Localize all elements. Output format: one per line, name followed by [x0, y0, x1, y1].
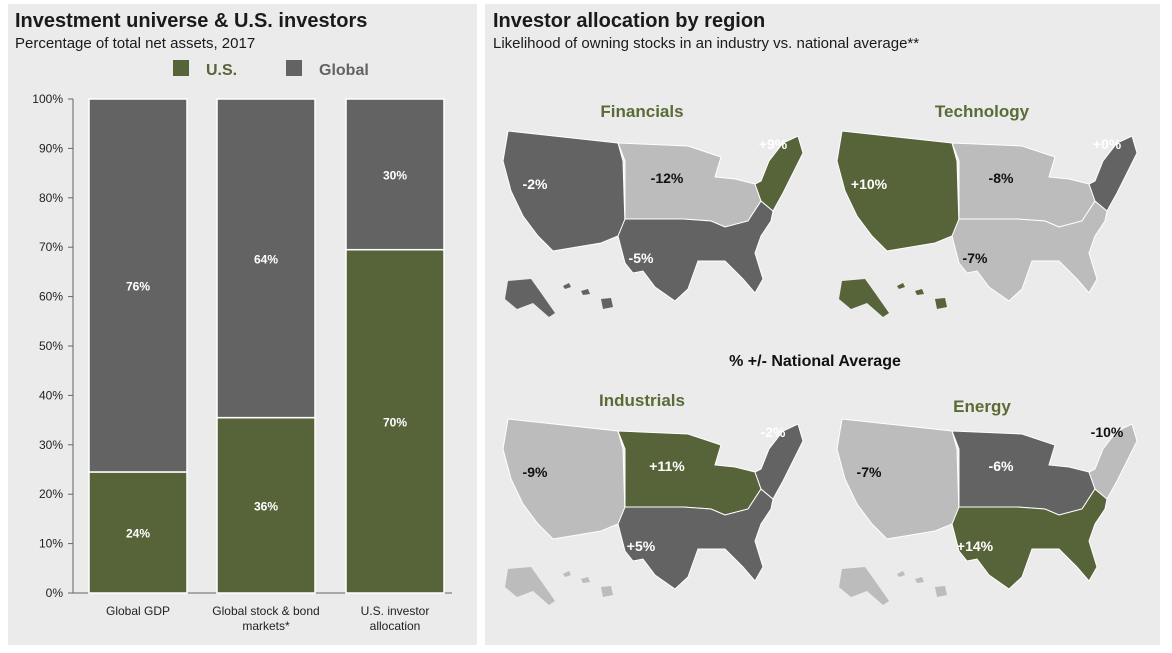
bar-data-label: 70%: [383, 415, 407, 429]
region-west: [836, 130, 960, 252]
region-midwest: [951, 142, 1096, 228]
region-northeast: [754, 423, 804, 500]
x-category-label: markets*: [242, 619, 290, 633]
x-category-label: U.S. investor: [361, 604, 430, 618]
region-alaska: [839, 279, 889, 317]
x-category-label: allocation: [370, 619, 421, 633]
region-maps: Financials -2% -12% -5% +9% Technology +10% -8%…: [502, 102, 1138, 605]
y-tick-label: 90%: [39, 141, 63, 155]
y-tick-label: 40%: [39, 388, 63, 402]
region-west: [502, 130, 626, 252]
y-tick-label: 50%: [39, 339, 63, 353]
region-west: [836, 418, 960, 540]
map-title-financials: Financials: [600, 102, 683, 121]
us-map-financials: -2% -12% -5% +9%: [502, 130, 804, 317]
region-hawaii: [897, 571, 905, 577]
region-value-label: -5%: [629, 250, 654, 266]
bar-data-label: 24%: [126, 526, 150, 540]
region-alaska: [839, 567, 889, 605]
region-midwest: [617, 430, 762, 516]
x-category-label: Global stock & bond: [212, 604, 319, 618]
region-value-label: -7%: [963, 250, 988, 266]
region-value-label: -7%: [857, 464, 882, 480]
region-hawaii: [915, 289, 924, 295]
region-value-label: -6%: [989, 458, 1014, 474]
us-map-technology: +10% -8% -7% +0%: [836, 130, 1138, 317]
region-hawaii: [935, 298, 947, 309]
right-panel-title: Investor allocation by region: [493, 10, 766, 32]
y-tick-label: 60%: [39, 290, 63, 304]
bar-segment-global: [345, 98, 445, 251]
region-northeast: [754, 135, 804, 212]
us-map-energy: -7% -6% +14% -10%: [836, 418, 1138, 605]
bar-data-label: 30%: [383, 168, 407, 182]
map-title-energy: Energy: [953, 397, 1011, 416]
region-south: [617, 488, 774, 590]
legend-label: Global: [319, 62, 369, 79]
region-south: [617, 200, 774, 302]
y-tick-label: 80%: [39, 191, 63, 205]
bar-data-label: 36%: [254, 499, 278, 513]
y-tick-label: 70%: [39, 240, 63, 254]
region-value-label: -2%: [523, 176, 548, 192]
region-value-label: +14%: [957, 538, 994, 554]
region-value-label: +9%: [759, 136, 788, 152]
region-northeast: [1088, 423, 1138, 500]
center-legend-label: % +/- National Average: [729, 353, 901, 370]
region-value-label: -8%: [989, 170, 1014, 186]
region-value-label: +0%: [1093, 136, 1122, 152]
region-hawaii: [915, 577, 924, 583]
stacked-bar-chart: U.S. Global 0% 10% 20% 30% 40% 50% 60% 70% 80% 90% 1…: [32, 60, 452, 633]
region-hawaii: [935, 586, 947, 597]
region-hawaii: [563, 571, 571, 577]
region-hawaii: [563, 283, 571, 289]
region-hawaii: [897, 283, 905, 289]
y-tick-label: 100%: [32, 92, 63, 106]
left-panel-title: Investment universe & U.S. investors: [15, 10, 368, 32]
region-hawaii: [581, 289, 590, 295]
legend-label: U.S.: [206, 62, 237, 79]
us-map-industrials: -9% +11% +5% -2%: [502, 418, 804, 605]
bar-data-label: 64%: [254, 252, 278, 266]
region-west: [502, 418, 626, 540]
region-value-label: +5%: [627, 538, 656, 554]
legend-swatch-us: [173, 60, 189, 76]
map-title-technology: Technology: [935, 102, 1030, 121]
region-hawaii: [581, 577, 590, 583]
region-south: [951, 200, 1108, 302]
bar-data-label: 76%: [126, 279, 150, 293]
region-value-label: -12%: [651, 170, 684, 186]
bar-segment-us: [345, 248, 445, 594]
region-value-label: -2%: [761, 424, 786, 440]
region-value-label: -9%: [523, 464, 548, 480]
region-northeast: [1088, 135, 1138, 212]
region-midwest: [951, 430, 1096, 516]
left-panel-subtitle: Percentage of total net assets, 2017: [15, 35, 256, 52]
right-panel-subtitle: Likelihood of owning stocks in an indust…: [493, 35, 920, 52]
region-hawaii: [601, 298, 613, 309]
map-title-industrials: Industrials: [599, 391, 685, 410]
y-tick-label: 20%: [39, 487, 63, 501]
region-alaska: [505, 279, 555, 317]
region-value-label: +11%: [649, 458, 685, 474]
y-tick-label: 0%: [46, 586, 64, 600]
region-value-label: -10%: [1091, 424, 1124, 440]
region-midwest: [617, 142, 762, 228]
region-hawaii: [601, 586, 613, 597]
region-value-label: +10%: [851, 176, 888, 192]
bar-segment-global: [216, 98, 316, 419]
region-alaska: [505, 567, 555, 605]
bar-segment-global: [88, 98, 188, 473]
y-tick-label: 30%: [39, 438, 63, 452]
investment-universe-panel: Investment universe & U.S. investors Per…: [8, 4, 477, 645]
region-south: [951, 488, 1108, 590]
y-tick-label: 10%: [39, 537, 63, 551]
investor-allocation-panel: Investor allocation by region Likelihood…: [485, 4, 1160, 645]
legend-swatch-global: [286, 60, 302, 76]
x-category-label: Global GDP: [106, 604, 170, 618]
